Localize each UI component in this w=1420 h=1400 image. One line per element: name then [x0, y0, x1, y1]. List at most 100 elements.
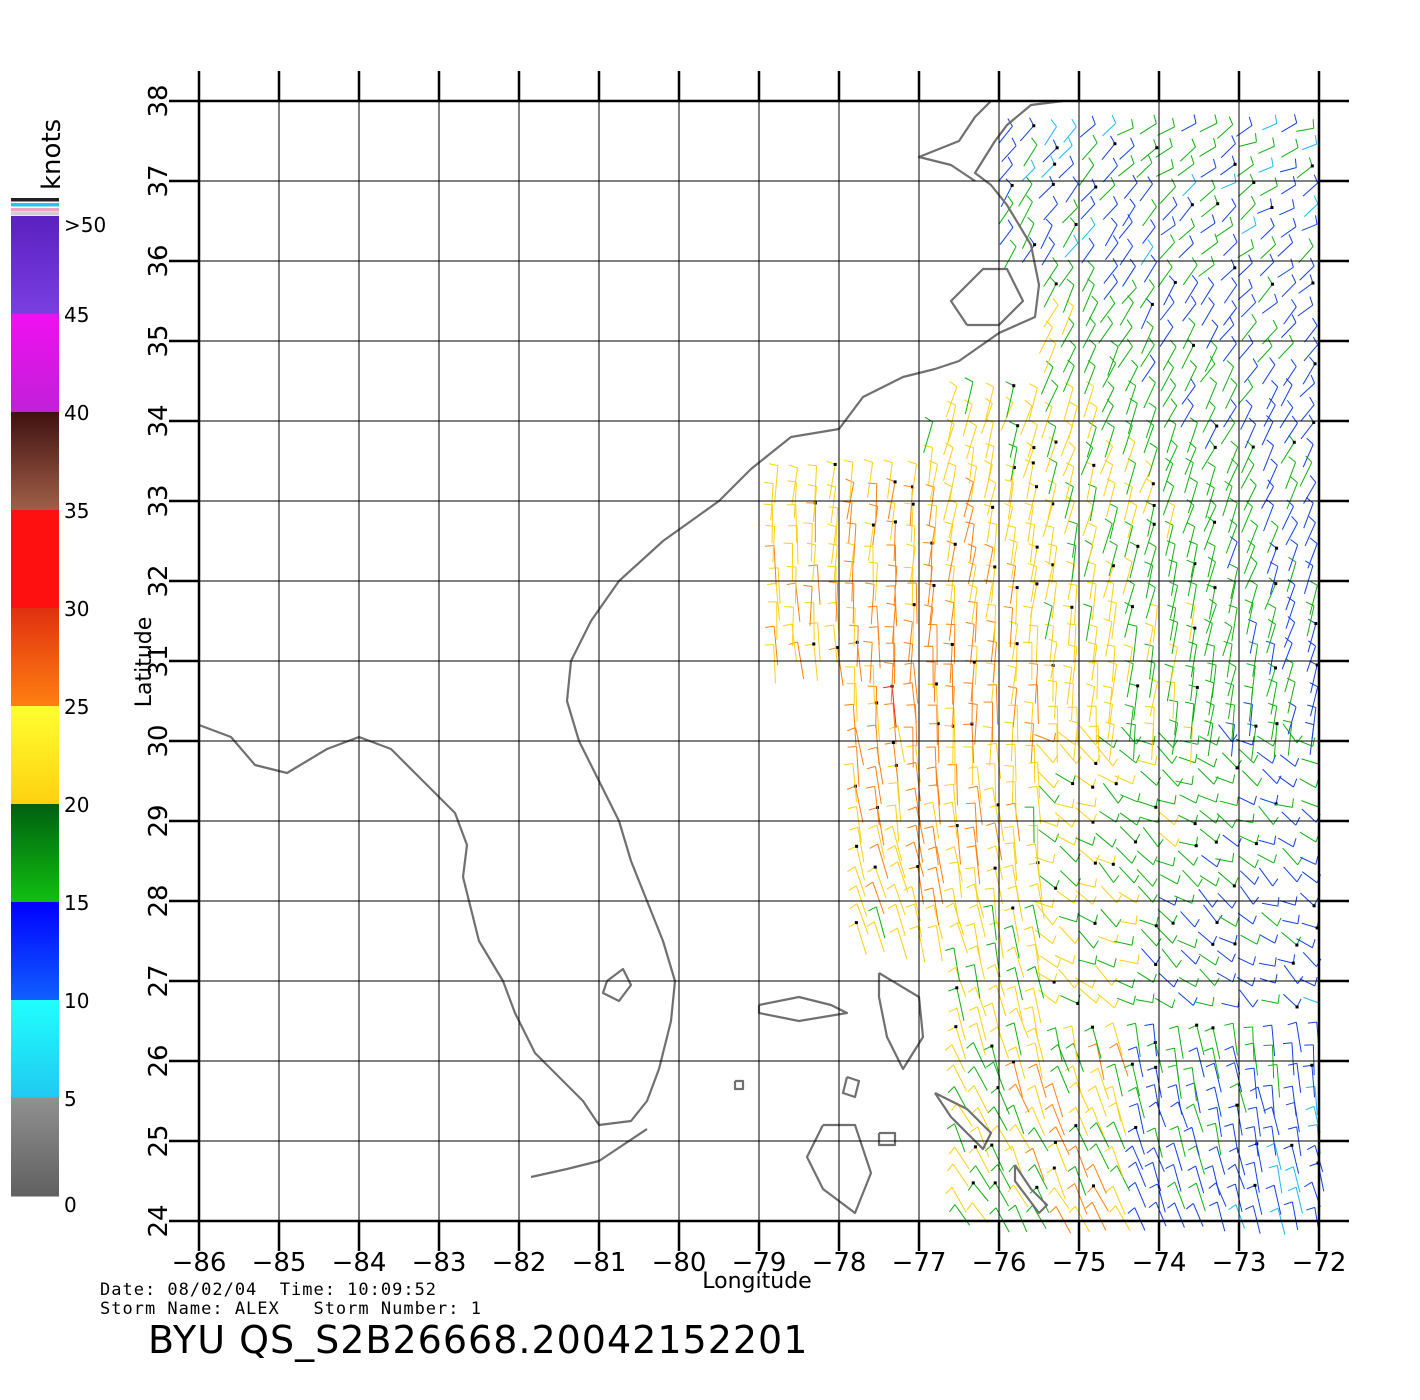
- wind-barb-tick: [1132, 774, 1136, 784]
- wind-barb: [1249, 622, 1257, 654]
- wind-barb: [976, 904, 986, 938]
- wind-barb: [848, 502, 853, 543]
- rain-flag-dot: [1154, 1065, 1158, 1069]
- wind-barb-tick: [945, 947, 955, 951]
- wind-barb: [1218, 937, 1236, 945]
- wind-barb-tick: [1132, 174, 1138, 184]
- wind-barb-tick: [1283, 1201, 1293, 1206]
- rain-flag-dot: [912, 603, 916, 607]
- wind-barb: [1073, 624, 1077, 663]
- wind-barb: [1166, 424, 1177, 454]
- wind-barb: [1206, 326, 1219, 349]
- wind-barb: [1266, 386, 1279, 410]
- wind-barb: [1230, 568, 1239, 599]
- wind-barb-tick: [943, 482, 953, 488]
- wind-barb: [1143, 425, 1155, 454]
- wind-barb-tick: [1247, 379, 1254, 388]
- wind-barb: [974, 704, 978, 745]
- wind-barb-tick: [1253, 216, 1257, 226]
- wind-barb-tick: [946, 418, 955, 425]
- wind-barb: [949, 644, 953, 684]
- wind-barb: [1034, 900, 1053, 908]
- wind-barb: [956, 825, 962, 865]
- wind-barb: [1099, 446, 1114, 475]
- rain-flag-dot: [1094, 185, 1098, 189]
- wind-barb: [957, 861, 963, 898]
- wind-barb: [1237, 957, 1254, 966]
- wind-barb: [874, 563, 879, 602]
- wind-barb: [1264, 583, 1277, 610]
- rain-flag-dot: [1054, 440, 1058, 444]
- wind-barb: [1105, 621, 1113, 657]
- wind-barb: [1222, 343, 1237, 362]
- wind-barb-tick: [886, 804, 896, 807]
- rain-flag-dot: [871, 523, 875, 527]
- wind-barb: [833, 625, 838, 664]
- wind-barb: [1058, 968, 1076, 989]
- wind-barb-tick: [765, 625, 775, 628]
- wind-barb-tick: [985, 1061, 994, 1068]
- wind-barb: [1196, 1047, 1205, 1078]
- wind-barb-tick: [769, 463, 779, 467]
- wind-barb-tick: [849, 624, 859, 627]
- wind-barb-tick: [1287, 1186, 1297, 1192]
- wind-barb-tick: [924, 801, 933, 805]
- wind-barb: [1137, 885, 1154, 903]
- coastline-path: [1013, 1164, 1049, 1215]
- wind-barb: [1108, 687, 1113, 725]
- wind-barb-tick: [1285, 1101, 1295, 1106]
- wind-barb: [1238, 182, 1255, 198]
- wind-barb: [947, 544, 956, 582]
- wind-barb: [1042, 147, 1058, 163]
- wind-barb: [1044, 126, 1057, 146]
- wind-barb: [1102, 165, 1118, 183]
- wind-barb-tick: [1025, 1147, 1034, 1154]
- wind-barb: [1178, 992, 1194, 1006]
- wind-barb-tick: [1049, 1206, 1057, 1214]
- wind-barb-tick: [1150, 219, 1156, 228]
- rain-flag-dot: [1270, 206, 1274, 210]
- wind-barb: [867, 462, 874, 498]
- wind-barb-tick: [1053, 779, 1059, 789]
- wind-barb-tick: [1172, 196, 1178, 206]
- wind-barb-tick: [1050, 1065, 1058, 1072]
- wind-barb-tick: [1282, 1042, 1292, 1045]
- wind-barb-tick: [1287, 596, 1296, 603]
- wind-barb: [1030, 524, 1035, 563]
- rain-flag-dot: [1035, 582, 1039, 586]
- wind-barb: [1207, 545, 1216, 578]
- wind-barb: [1171, 622, 1179, 655]
- wind-barb-tick: [1189, 477, 1198, 483]
- wind-barb-tick: [1127, 214, 1133, 223]
- wind-barb: [1060, 995, 1078, 1004]
- wind-barb: [1178, 814, 1196, 825]
- y-tick-label: 28: [144, 884, 174, 917]
- wind-barb-tick: [1068, 441, 1076, 449]
- wind-barb: [1285, 601, 1296, 629]
- wind-barb: [1201, 447, 1216, 470]
- wind-barb: [1045, 385, 1059, 412]
- wind-barb-tick: [1092, 134, 1098, 144]
- wind-barb-tick: [903, 566, 913, 569]
- wind-barb: [809, 586, 813, 626]
- wind-barb: [1226, 446, 1239, 474]
- wind-barb-tick: [1248, 278, 1253, 288]
- wind-barb: [1239, 886, 1254, 905]
- wind-barb-tick: [1214, 233, 1219, 243]
- wind-barb: [1118, 221, 1133, 239]
- wind-barb-tick: [1170, 159, 1174, 169]
- wind-barb: [791, 467, 799, 504]
- wind-barb: [1057, 730, 1075, 745]
- wind-barb: [974, 802, 978, 843]
- wind-barb: [1000, 185, 1013, 208]
- colorbar-header-bar: [11, 212, 59, 216]
- wind-barb: [1230, 724, 1235, 757]
- wind-barb: [1204, 623, 1213, 656]
- wind-barb-tick: [1297, 856, 1303, 866]
- wind-barb: [1040, 225, 1053, 250]
- wind-barb: [1277, 242, 1293, 257]
- wind-barb: [1021, 223, 1035, 249]
- wind-barb: [974, 602, 978, 643]
- wind-barb: [1173, 1048, 1180, 1081]
- wind-barb-tick: [1167, 1084, 1177, 1089]
